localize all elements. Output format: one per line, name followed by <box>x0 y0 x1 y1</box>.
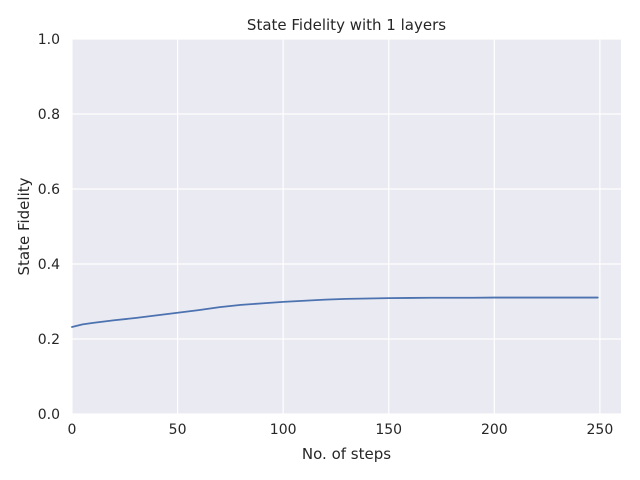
x-axis-label: No. of steps <box>302 445 391 463</box>
y-tick-label: 0.4 <box>38 257 60 273</box>
y-tick-label: 0.0 <box>38 407 60 423</box>
x-tick-label: 100 <box>270 422 297 438</box>
x-tick-label: 250 <box>587 422 614 438</box>
chart-title: State Fidelity with 1 layers <box>247 16 446 34</box>
x-tick-label: 50 <box>169 422 187 438</box>
grid <box>71 38 621 415</box>
y-tick-label: 0.8 <box>38 107 60 123</box>
y-tick-label: 0.2 <box>38 332 60 348</box>
series-layer <box>71 296 599 328</box>
plot-background <box>72 39 621 414</box>
x-tick-label: 150 <box>375 422 402 438</box>
x-tick-label: 0 <box>68 422 77 438</box>
y-tick-label: 1.0 <box>38 32 60 48</box>
tick-labels: 0 50 100 150 200 250 0.0 0.2 0.4 0.6 0.8 1.0 <box>38 32 614 438</box>
x-tick-label: 200 <box>481 422 508 438</box>
y-tick-label: 0.6 <box>38 182 60 198</box>
series-line <box>71 296 599 328</box>
y-axis-label: State Fidelity <box>15 177 33 275</box>
